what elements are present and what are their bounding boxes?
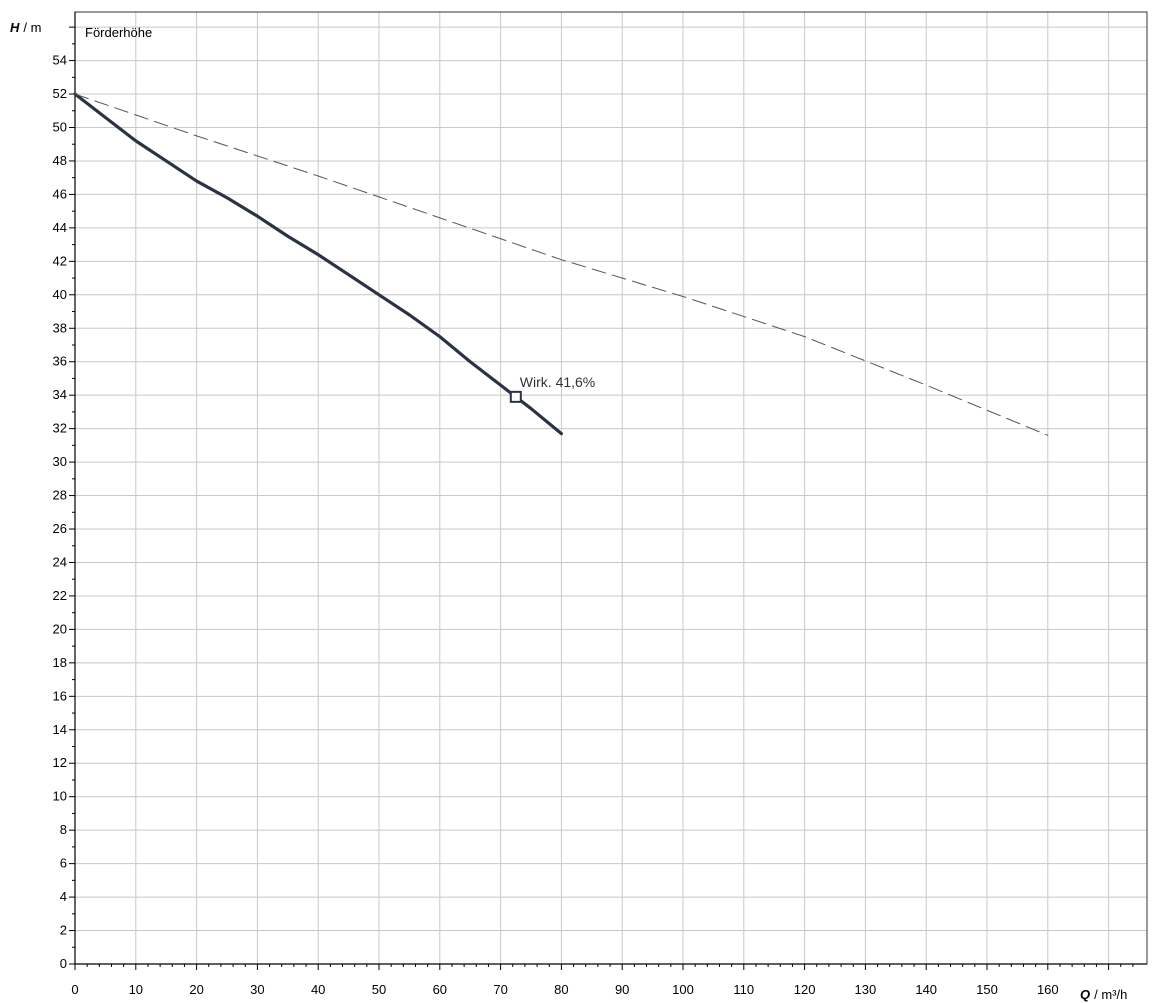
y-tick-label: 28 — [53, 488, 67, 503]
x-tick-label: 30 — [250, 982, 264, 997]
y-tick-label: 16 — [53, 688, 67, 703]
y-tick-label: 50 — [53, 120, 67, 135]
y-axis-symbol: H — [10, 20, 20, 35]
y-axis-title: H / m — [10, 20, 41, 35]
x-tick-label: 20 — [189, 982, 203, 997]
x-axis-tick-labels: 0 10 20 30 40 50 60 70 80 90 100 110 120 130 140 150 160 — [71, 982, 1058, 997]
y-tick-label: 32 — [53, 421, 67, 436]
series-solid-line — [73, 92, 564, 436]
y-tick-label: 38 — [53, 320, 67, 335]
operating-point-label: Wirk. 41,6% — [520, 374, 595, 390]
x-tick-label: 70 — [493, 982, 507, 997]
chart-title: Förderhöhe — [85, 25, 152, 40]
y-tick-label: 26 — [53, 521, 67, 536]
series-dashed-line — [74, 93, 1049, 436]
y-tick-label: 36 — [53, 354, 67, 369]
x-tick-label: 100 — [672, 982, 694, 997]
y-axis-unit: / m — [23, 20, 41, 35]
x-axis-symbol: Q — [1080, 987, 1090, 1002]
x-axis-title: Q / m³/h — [1080, 987, 1127, 1002]
y-tick-label: 8 — [60, 822, 67, 837]
y-tick-label: 34 — [53, 387, 67, 402]
y-tick-label: 54 — [53, 53, 67, 68]
plot-frame — [74, 11, 1148, 965]
y-tick-label: 24 — [53, 554, 67, 569]
operating-point-marker — [509, 390, 522, 403]
grid — [74, 12, 1147, 965]
y-tick-label: 48 — [53, 153, 67, 168]
y-tick-label: 42 — [53, 253, 67, 268]
x-tick-label: 80 — [554, 982, 568, 997]
y-tick-label: 2 — [60, 923, 67, 938]
x-tick-label: 140 — [915, 982, 937, 997]
series-group — [73, 92, 1049, 436]
y-tick-label: 52 — [53, 86, 67, 101]
y-tick-label: 12 — [53, 755, 67, 770]
y-tick-label: 22 — [53, 588, 67, 603]
x-tick-label: 0 — [71, 982, 78, 997]
y-tick-label: 0 — [60, 956, 67, 971]
y-tick-label: 44 — [53, 220, 67, 235]
x-axis-unit: / m³/h — [1094, 987, 1127, 1002]
x-tick-label: 40 — [311, 982, 325, 997]
y-tick-label: 46 — [53, 186, 67, 201]
x-tick-label: 50 — [372, 982, 386, 997]
x-tick-label: 60 — [433, 982, 447, 997]
y-axis-tick-labels: 0246810121416182022242628303234363840424… — [53, 53, 67, 971]
y-tick-label: 18 — [53, 655, 67, 670]
x-tick-label: 120 — [794, 982, 816, 997]
x-tick-label: 110 — [733, 982, 754, 997]
y-tick-label: 10 — [53, 789, 67, 804]
operating-point-group — [509, 390, 522, 403]
x-tick-label: 130 — [855, 982, 877, 997]
y-tick-label: 30 — [53, 454, 67, 469]
x-tick-label: 90 — [615, 982, 629, 997]
y-tick-label: 4 — [60, 889, 67, 904]
y-tick-label: 40 — [53, 287, 67, 302]
y-tick-label: 20 — [53, 621, 67, 636]
x-tick-label: 150 — [976, 982, 998, 997]
x-tick-label: 10 — [129, 982, 143, 997]
y-tick-label: 14 — [53, 722, 67, 737]
y-tick-label: 6 — [60, 856, 67, 871]
x-tick-label: 160 — [1037, 982, 1059, 997]
